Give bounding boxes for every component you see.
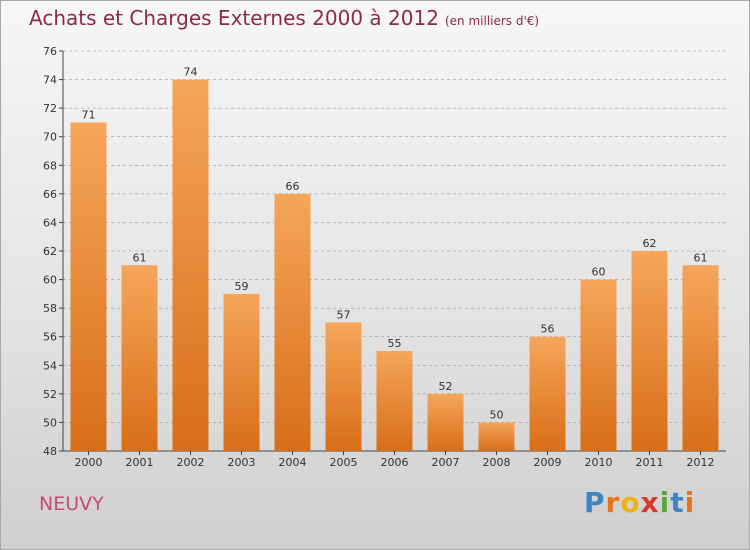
x-tick-label: 2008	[483, 456, 511, 469]
y-tick-label: 58	[43, 302, 57, 315]
y-tick-label: 50	[43, 416, 57, 429]
bar	[223, 293, 260, 451]
logo-letter: x	[640, 486, 660, 519]
x-tick-label: 2001	[126, 456, 154, 469]
y-tick-label: 52	[43, 388, 57, 401]
x-tick-label: 2005	[330, 456, 358, 469]
logo-letter: o	[620, 486, 641, 519]
y-tick-label: 74	[43, 74, 57, 87]
bar	[70, 122, 107, 451]
y-tick-label: 70	[43, 131, 57, 144]
bar-value-label: 56	[541, 323, 555, 336]
y-tick-label: 64	[43, 216, 57, 229]
bar-value-label: 61	[133, 251, 147, 264]
logo-letter: t	[670, 486, 685, 519]
y-tick-label: 62	[43, 245, 57, 258]
y-tick-label: 68	[43, 159, 57, 172]
y-tick-label: 48	[43, 445, 57, 458]
bar-value-label: 57	[337, 308, 351, 321]
y-tick-label: 56	[43, 331, 57, 344]
y-tick-label: 76	[43, 45, 57, 58]
bar-value-label: 71	[82, 108, 96, 121]
x-tick-label: 2000	[75, 456, 103, 469]
logo-letter: P	[584, 486, 606, 519]
bar-value-label: 74	[184, 66, 198, 79]
y-tick-label: 60	[43, 274, 57, 287]
y-tick-label: 66	[43, 188, 57, 201]
bar	[580, 279, 617, 451]
bar-value-label: 50	[490, 408, 504, 421]
bar	[121, 265, 158, 451]
x-tick-label: 2006	[381, 456, 409, 469]
bar	[274, 193, 311, 451]
bar	[478, 422, 515, 451]
bar	[427, 393, 464, 451]
logo-letter: i	[684, 486, 696, 519]
bar	[631, 251, 668, 451]
commune-name: NEUVY	[39, 493, 104, 515]
chart-title: Achats et Charges Externes 2000 à 2012 (e…	[29, 6, 539, 30]
x-tick-label: 2011	[636, 456, 664, 469]
x-tick-label: 2009	[534, 456, 562, 469]
bar	[172, 79, 209, 452]
proxiti-logo: Proxiti	[584, 486, 695, 519]
bar-value-label: 66	[286, 180, 300, 193]
logo-letter: r	[605, 486, 621, 519]
bar	[682, 265, 719, 451]
bar	[529, 336, 566, 451]
x-tick-label: 2002	[177, 456, 205, 469]
y-tick-label: 72	[43, 102, 57, 115]
bar-value-label: 62	[643, 237, 657, 250]
bar	[325, 322, 362, 451]
bar-value-label: 61	[694, 251, 708, 264]
chart-title-text: Achats et Charges Externes 2000 à 2012	[29, 6, 439, 30]
bar-value-label: 52	[439, 380, 453, 393]
bar-value-label: 55	[388, 337, 402, 350]
logo-letter: i	[659, 486, 671, 519]
bar	[376, 351, 413, 451]
y-tick-label: 54	[43, 359, 57, 372]
x-tick-label: 2004	[279, 456, 307, 469]
chart-subtitle: (en milliers d'€)	[444, 14, 540, 28]
x-tick-label: 2003	[228, 456, 256, 469]
x-tick-label: 2010	[585, 456, 613, 469]
bar-value-label: 60	[592, 266, 606, 279]
bar-value-label: 59	[235, 280, 249, 293]
x-tick-label: 2007	[432, 456, 460, 469]
x-tick-label: 2012	[687, 456, 715, 469]
